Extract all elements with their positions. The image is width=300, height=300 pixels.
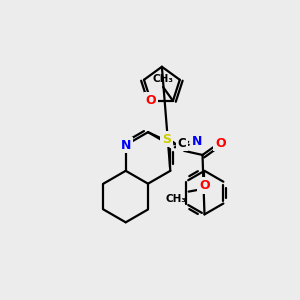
Text: O: O xyxy=(199,179,210,192)
Text: N: N xyxy=(121,139,131,152)
Text: CH₃: CH₃ xyxy=(166,194,187,204)
Text: C: C xyxy=(178,136,187,150)
Text: S: S xyxy=(162,133,171,146)
Text: CH₃: CH₃ xyxy=(152,74,173,84)
Text: O: O xyxy=(215,136,226,150)
Text: O: O xyxy=(146,94,156,107)
Text: N: N xyxy=(192,135,202,148)
